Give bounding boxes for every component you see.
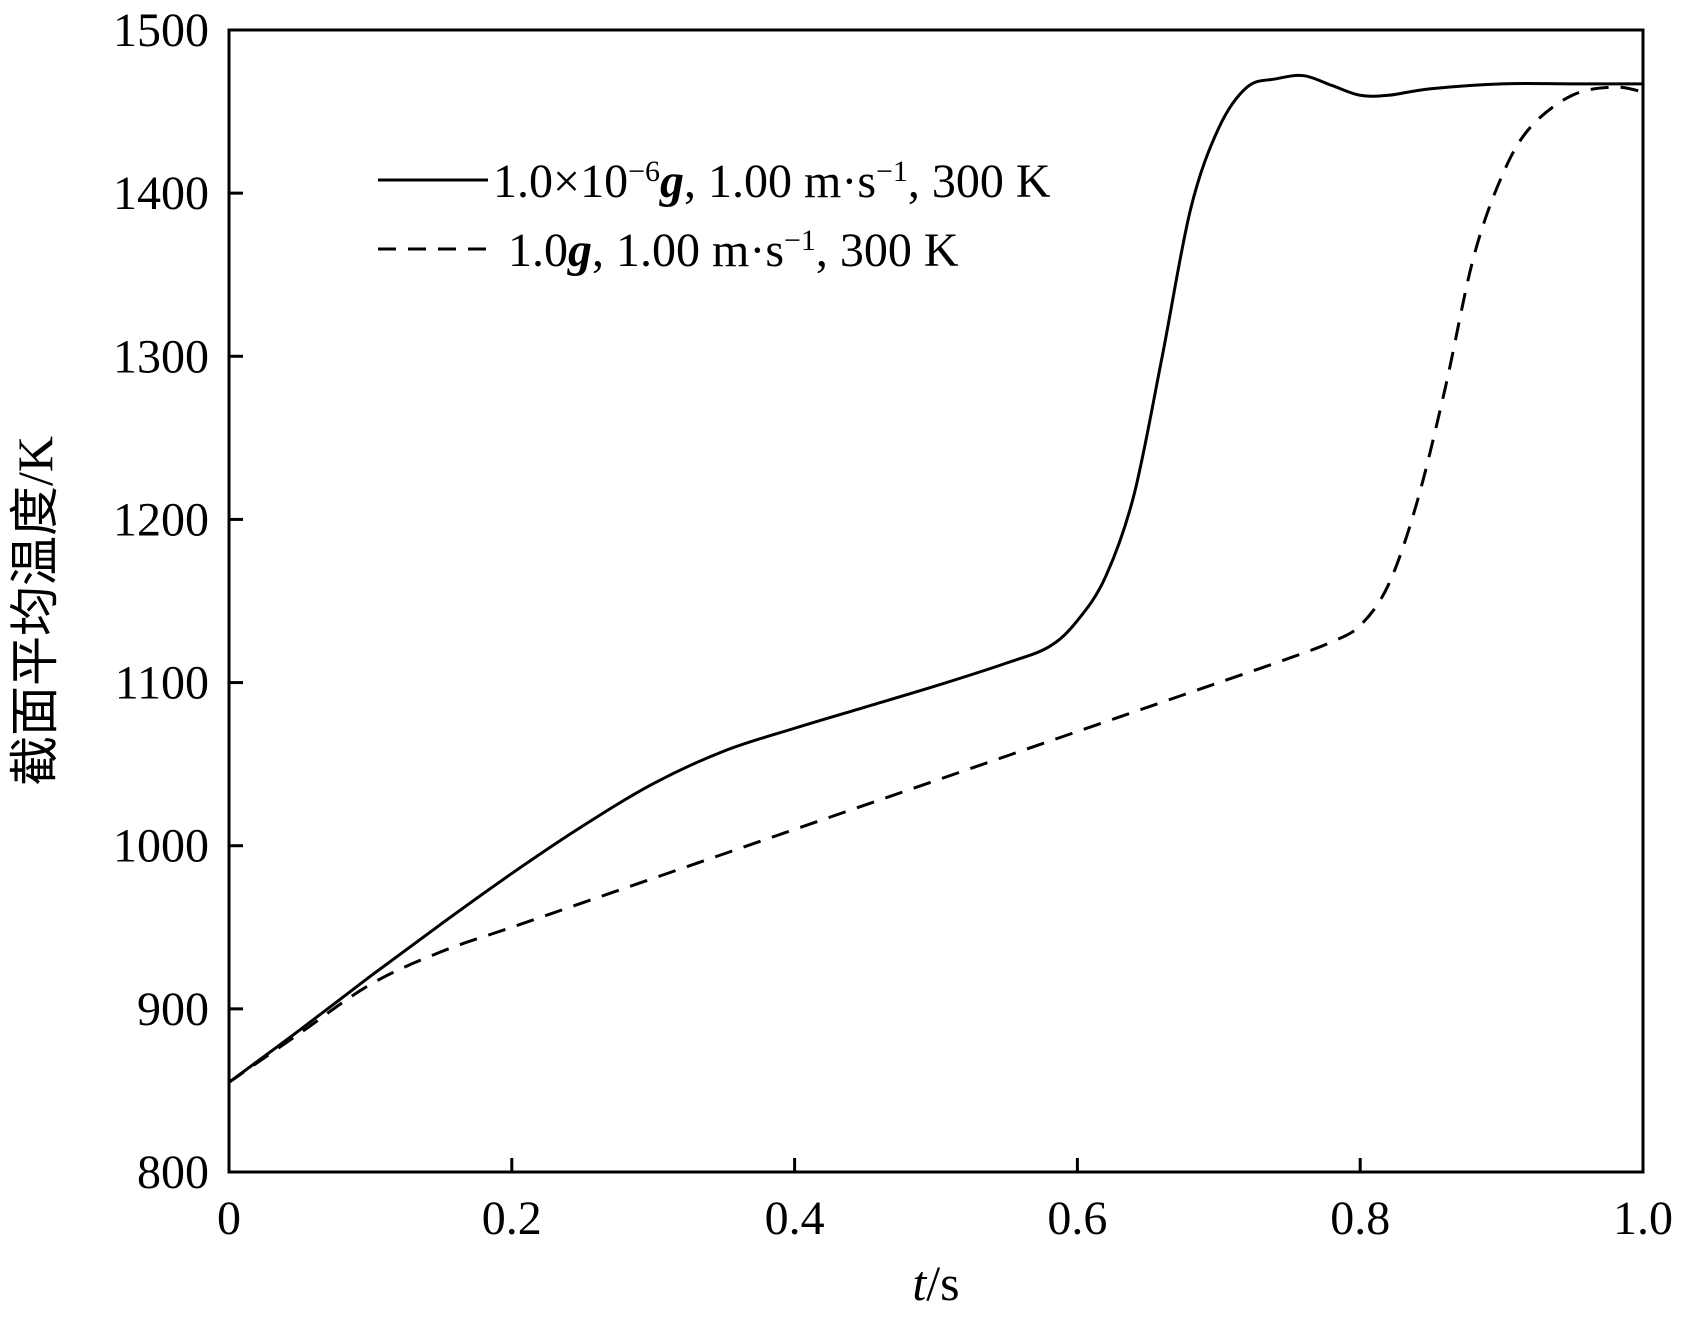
x-tick-label: 0.2 (482, 1192, 542, 1245)
legend-part: −1 (876, 155, 908, 188)
x-tick-label: 0 (217, 1192, 241, 1245)
legend-part: −6 (628, 155, 660, 188)
x-axis-variable: t (912, 1255, 927, 1311)
x-tick-label: 0.6 (1047, 1192, 1107, 1245)
legend-part: −1 (784, 224, 816, 257)
y-axis-label: 截面平均温度/K (7, 436, 63, 786)
x-axis-ticks: 0 0.2 0.4 0.6 0.8 1.0 (217, 1158, 1673, 1245)
legend: 1.0×10−6g, 1.00 m·s−1, 300 K1.0g, 1.00 m… (378, 155, 1051, 278)
y-tick-label: 900 (137, 983, 209, 1036)
legend-part: 1.0×10 (493, 155, 628, 208)
series-line-dashed (228, 85, 1644, 1084)
legend-part: , 300 K (908, 155, 1051, 208)
plot-frame (227, 28, 1645, 1174)
legend-part: g (659, 155, 684, 208)
x-tick-label: 0.8 (1330, 1192, 1390, 1245)
x-axis-unit: /s (926, 1255, 959, 1311)
legend-part: , 300 K (816, 224, 959, 277)
x-tick-label: 0.4 (765, 1192, 825, 1245)
legend-part: g (567, 224, 592, 277)
y-tick-label: 1300 (113, 330, 209, 383)
legend-part: , 1.00 m·s (684, 155, 876, 208)
y-tick-label: 1200 (113, 493, 209, 546)
x-axis-label: t/s (912, 1255, 959, 1311)
series-layer (228, 73, 1644, 1084)
x-tick-label: 1.0 (1613, 1192, 1673, 1245)
y-tick-label: 1500 (113, 4, 209, 57)
y-tick-label: 1400 (113, 167, 209, 220)
legend-part: 1.0 (508, 224, 568, 277)
y-tick-label: 1100 (115, 657, 209, 710)
y-axis-ticks: 800 900 1000 1100 1200 1300 1400 1500 (113, 4, 243, 1199)
legend-label: 1.0×10−6g, 1.00 m·s−1, 300 K (493, 155, 1051, 209)
series-line-solid (228, 73, 1643, 1084)
legend-label: 1.0g, 1.00 m·s−1, 300 K (508, 224, 959, 278)
legend-part: , 1.00 m·s (592, 224, 784, 277)
y-tick-label: 800 (137, 1146, 209, 1199)
y-tick-label: 1000 (113, 820, 209, 873)
